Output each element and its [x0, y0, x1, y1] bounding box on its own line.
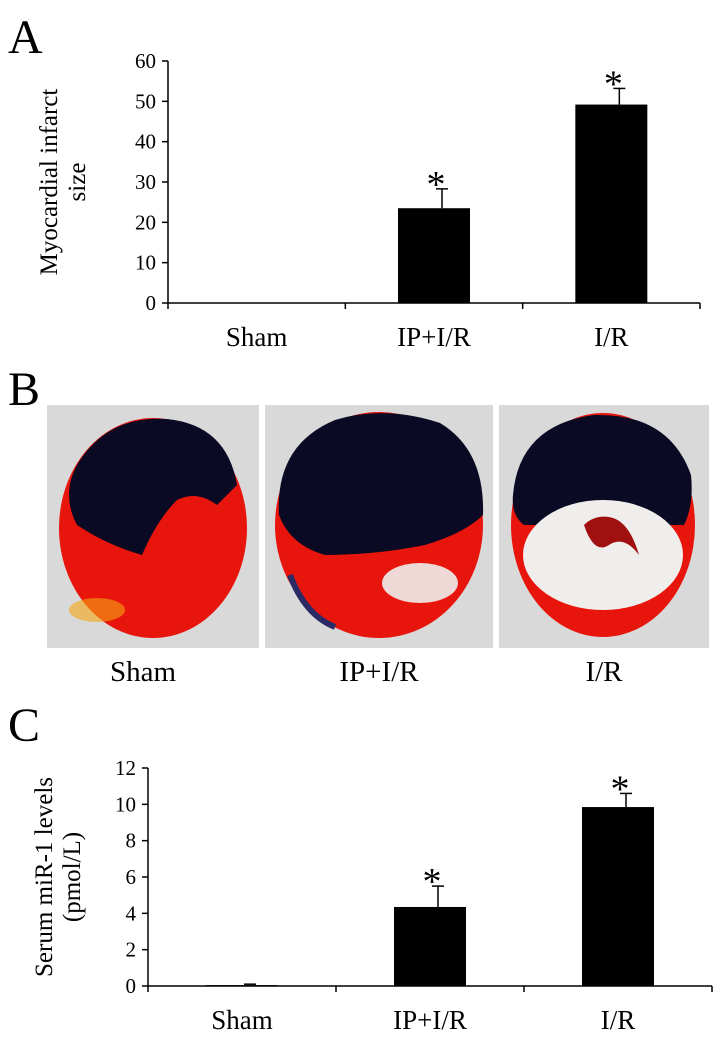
y-axis-label-line: Serum miR-1 levels: [31, 777, 58, 977]
y-tick-label: 0: [126, 974, 137, 998]
serum-mir1-chart: 0 2 4 6 8 10 12 Sham * IP+I/R * I/R Serum miR-1 leve…: [31, 756, 713, 1035]
y-tick-label: 6: [126, 865, 137, 889]
x-tick-label: IP+I/R: [393, 1005, 467, 1035]
y-tick-label: 12: [115, 756, 136, 780]
photo-label-ir: I/R: [585, 656, 623, 688]
heart-photo-ir: [499, 405, 709, 648]
x-tick-label: I/R: [601, 1005, 636, 1035]
y-tick-label: 0: [146, 291, 157, 315]
heart-photo-ip-ir: [265, 405, 493, 648]
x-tick-label: Sham: [211, 1005, 273, 1035]
bar: [206, 985, 278, 986]
y-tick-label: 8: [126, 829, 137, 853]
x-tick-label: Sham: [226, 322, 288, 352]
panel-letter-a: A: [8, 11, 43, 64]
photo-label-sham: Sham: [109, 656, 177, 688]
panel-letter-c: C: [8, 699, 41, 752]
significance-marker: *: [427, 164, 446, 206]
y-axis-label: Serum miR-1 levels(pmol/L): [31, 777, 86, 977]
bar: [398, 208, 470, 303]
bar: [582, 807, 654, 986]
bar: [220, 303, 293, 304]
panel-letter-b: B: [8, 363, 41, 416]
x-tick-label: IP+I/R: [397, 322, 471, 352]
bar: [575, 104, 648, 303]
significance-marker: *: [604, 63, 623, 105]
y-tick-label: 60: [135, 49, 156, 73]
heart-photo-sham: [47, 405, 259, 648]
y-axis-label-line: Myocardial infarct: [36, 89, 63, 276]
heart-slice-sham: [59, 418, 247, 638]
heart-slice-ip-ir: [275, 412, 484, 638]
y-tick-label: 10: [135, 251, 156, 275]
y-tick-label: 50: [135, 89, 156, 113]
infarct-size-chart: 0 10 20 30 40 50 60 Sham * IP+I/R * I/R Myocardial i…: [36, 49, 701, 352]
significance-marker: *: [611, 768, 630, 810]
y-axis-label-line: size: [64, 163, 91, 202]
x-tick-label: I/R: [594, 322, 629, 352]
y-tick-label: 30: [135, 170, 156, 194]
y-tick-label: 40: [135, 130, 156, 154]
heart-slice-ir: [511, 413, 695, 637]
y-axis-label-line: (pmol/L): [59, 832, 86, 922]
y-tick-label: 10: [115, 792, 136, 816]
y-tick-label: 20: [135, 210, 156, 234]
y-tick-label: 4: [126, 901, 137, 925]
bar: [394, 906, 466, 986]
photo-label-ip-ir: IP+I/R: [339, 656, 419, 688]
y-tick-label: 2: [126, 938, 137, 962]
significance-marker: *: [423, 861, 442, 903]
y-axis-label: Myocardial infarctsize: [36, 89, 91, 276]
